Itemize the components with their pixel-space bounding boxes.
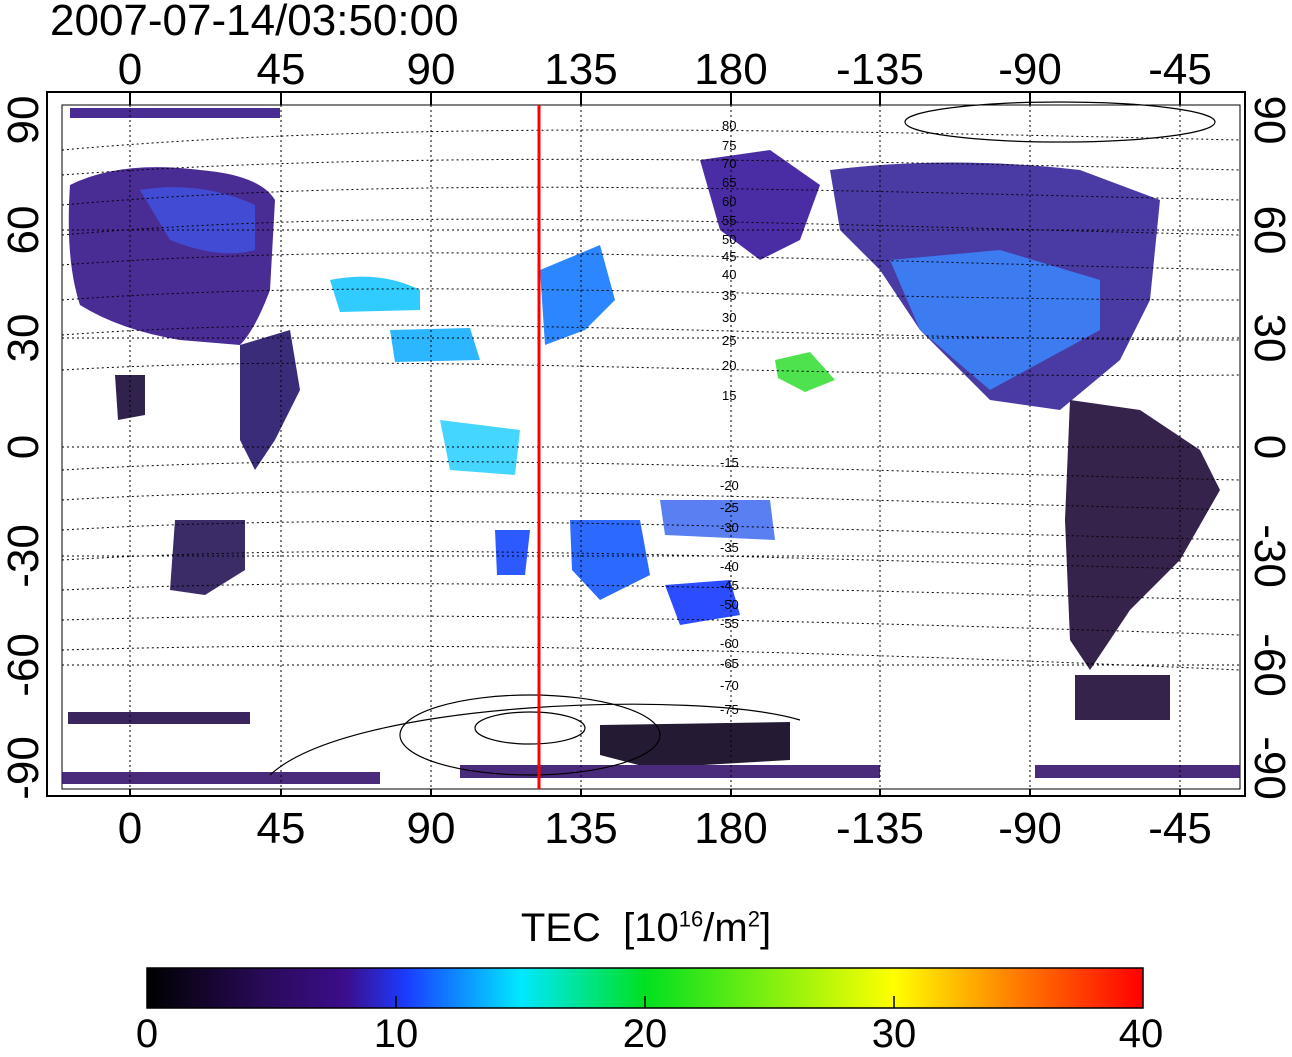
y-tick-left: -90 [0,736,48,800]
contour-label: 15 [722,388,736,403]
south-pole-ovals [269,101,1216,776]
y-tick-right: 60 [1245,206,1292,255]
map-frame [46,91,1246,797]
contour-label: 35 [722,288,736,303]
contour-label: 25 [722,333,736,348]
y-tick-right: -90 [1245,736,1292,800]
y-axis-left: 90 60 30 0 -30 -60 -90 [0,96,48,800]
contour-label: -55 [720,616,739,631]
contour-label: -35 [720,540,739,555]
contour-label: 80 [722,118,736,133]
x-tick-bottom: 0 [118,804,142,853]
y-tick-left: 30 [0,314,48,363]
x-tick-top: -135 [836,45,924,94]
contour-label: -60 [720,636,739,651]
contour-label: 60 [722,194,736,209]
grid-lines [62,105,1240,789]
contour-label: -25 [720,500,739,515]
y-axis-right: 90 60 30 0 -30 -60 -90 [1245,96,1292,800]
contour-label: -50 [720,597,739,612]
x-tick-top: -45 [1148,45,1212,94]
contour-label: 65 [722,175,736,190]
x-tick-top: 0 [118,45,142,94]
contour-label: -65 [720,656,739,671]
contour-label: -45 [720,578,739,593]
x-tick-top: -90 [998,45,1062,94]
y-tick-right: 90 [1245,96,1292,145]
colorbar-tick-label: 10 [373,1012,419,1056]
contour-label: -30 [720,520,739,535]
x-tick-top: 90 [407,45,456,94]
contour-label: -20 [720,478,739,493]
contour-label: 55 [722,213,736,228]
contour-label: 75 [722,138,736,153]
contour-label: 20 [722,358,736,373]
contour-label: 50 [722,232,736,247]
contour-label: -70 [720,678,739,693]
contour-label: 30 [722,310,736,325]
tec-patches [62,108,1240,784]
x-tick-bottom: -135 [836,804,924,853]
colorbar-tick-label: 30 [871,1012,917,1056]
colorbar-units-prefix: [10 [623,906,679,950]
x-axis-top: 0 45 90 135 180 -135 -90 -45 [118,45,1212,94]
colorbar-units-exp1: 16 [678,906,704,932]
colorbar-units-exp2: 2 [747,906,760,932]
x-tick-top: 45 [257,45,306,94]
x-axis-bottom: 0 45 90 135 180 -135 -90 -45 [118,804,1212,853]
y-tick-left: 0 [0,435,48,459]
x-tick-bottom: 135 [544,804,617,853]
y-tick-right: -60 [1245,633,1292,697]
y-tick-right: 0 [1245,435,1292,459]
contour-label: -40 [720,559,739,574]
y-tick-right: -30 [1245,524,1292,588]
x-tick-top: 180 [694,45,767,94]
x-tick-bottom: -90 [998,804,1062,853]
contour-labels-north: 80 75 70 65 60 55 50 45 40 35 30 25 20 1… [722,118,736,403]
colorbar-units-mid: /m [703,906,748,950]
map-timestamp: 2007-07-14/03:50:00 [50,0,459,45]
colorbar-title: TEC [1016/m2] [0,906,1292,951]
colorbar-title-text: TEC [520,906,601,950]
x-tick-bottom: 90 [407,804,456,853]
colorbar-tick-label: 40 [1118,1012,1164,1056]
contour-label: -15 [720,455,739,470]
y-tick-left: -30 [0,524,48,588]
y-tick-left: -60 [0,633,48,697]
contour-label: 70 [722,156,736,171]
x-tick-top: 135 [544,45,617,94]
x-tick-bottom: -45 [1148,804,1212,853]
x-tick-bottom: 180 [694,804,767,853]
y-tick-left: 90 [0,96,48,145]
colorbar-units-suffix: ] [759,906,772,950]
contour-label: 40 [722,267,736,282]
y-tick-left: 60 [0,206,48,255]
contour-labels-south: -15 -20 -25 -30 -35 -40 -45 -50 -55 -60 … [720,455,739,717]
x-tick-bottom: 45 [257,804,306,853]
contour-label: 45 [722,249,736,264]
y-tick-right: 30 [1245,314,1292,363]
colorbar-ticks [395,996,895,1008]
axis-ticks [129,92,1181,796]
colorbar-tick-label: 20 [622,1012,668,1056]
colorbar-tick-label: 0 [135,1012,159,1056]
contour-label: -75 [720,702,739,717]
